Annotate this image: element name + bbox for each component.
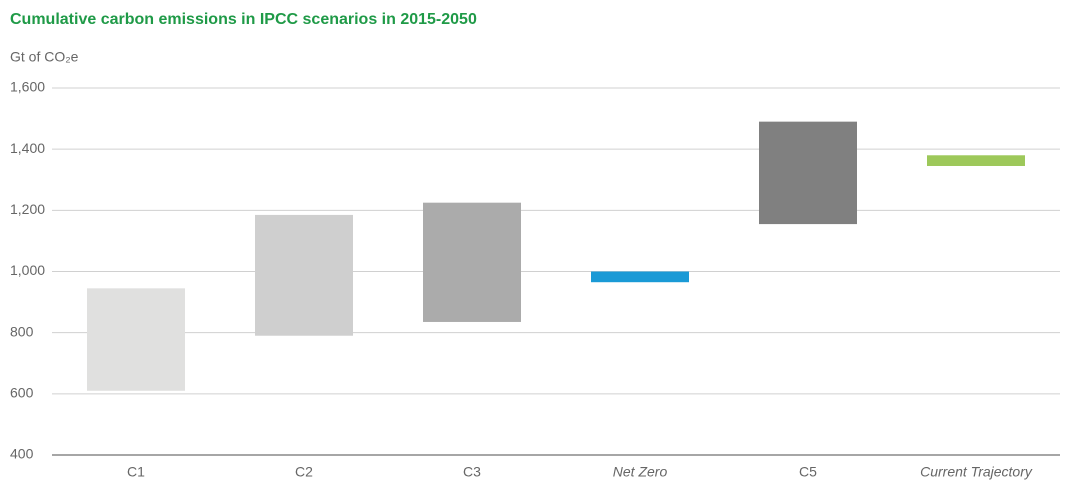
y-tick-label: 1,200	[10, 201, 45, 217]
y-axis-label: Gt of CO₂e	[10, 49, 79, 65]
y-tick-label: 400	[10, 446, 34, 462]
range-bar	[255, 214, 353, 336]
x-tick-label: C2	[295, 464, 313, 480]
y-tick-label: 1,000	[10, 262, 45, 278]
x-tick-label: Net Zero	[613, 464, 668, 480]
range-bar	[87, 288, 185, 391]
range-bar	[759, 121, 857, 225]
x-tick-label: Current Trajectory	[920, 464, 1033, 480]
x-tick-label: C5	[799, 464, 817, 480]
range-bar	[423, 202, 521, 322]
y-tick-label: 800	[10, 323, 34, 339]
y-tick-label: 1,400	[10, 140, 45, 156]
x-tick-label: C3	[463, 464, 481, 480]
chart-title: Cumulative carbon emissions in IPCC scen…	[10, 11, 477, 28]
range-bar	[591, 271, 689, 283]
y-tick-label: 600	[10, 385, 34, 401]
range-bar	[927, 155, 1025, 166]
y-tick-label: 1,600	[10, 79, 45, 95]
x-tick-label: C1	[127, 464, 145, 480]
